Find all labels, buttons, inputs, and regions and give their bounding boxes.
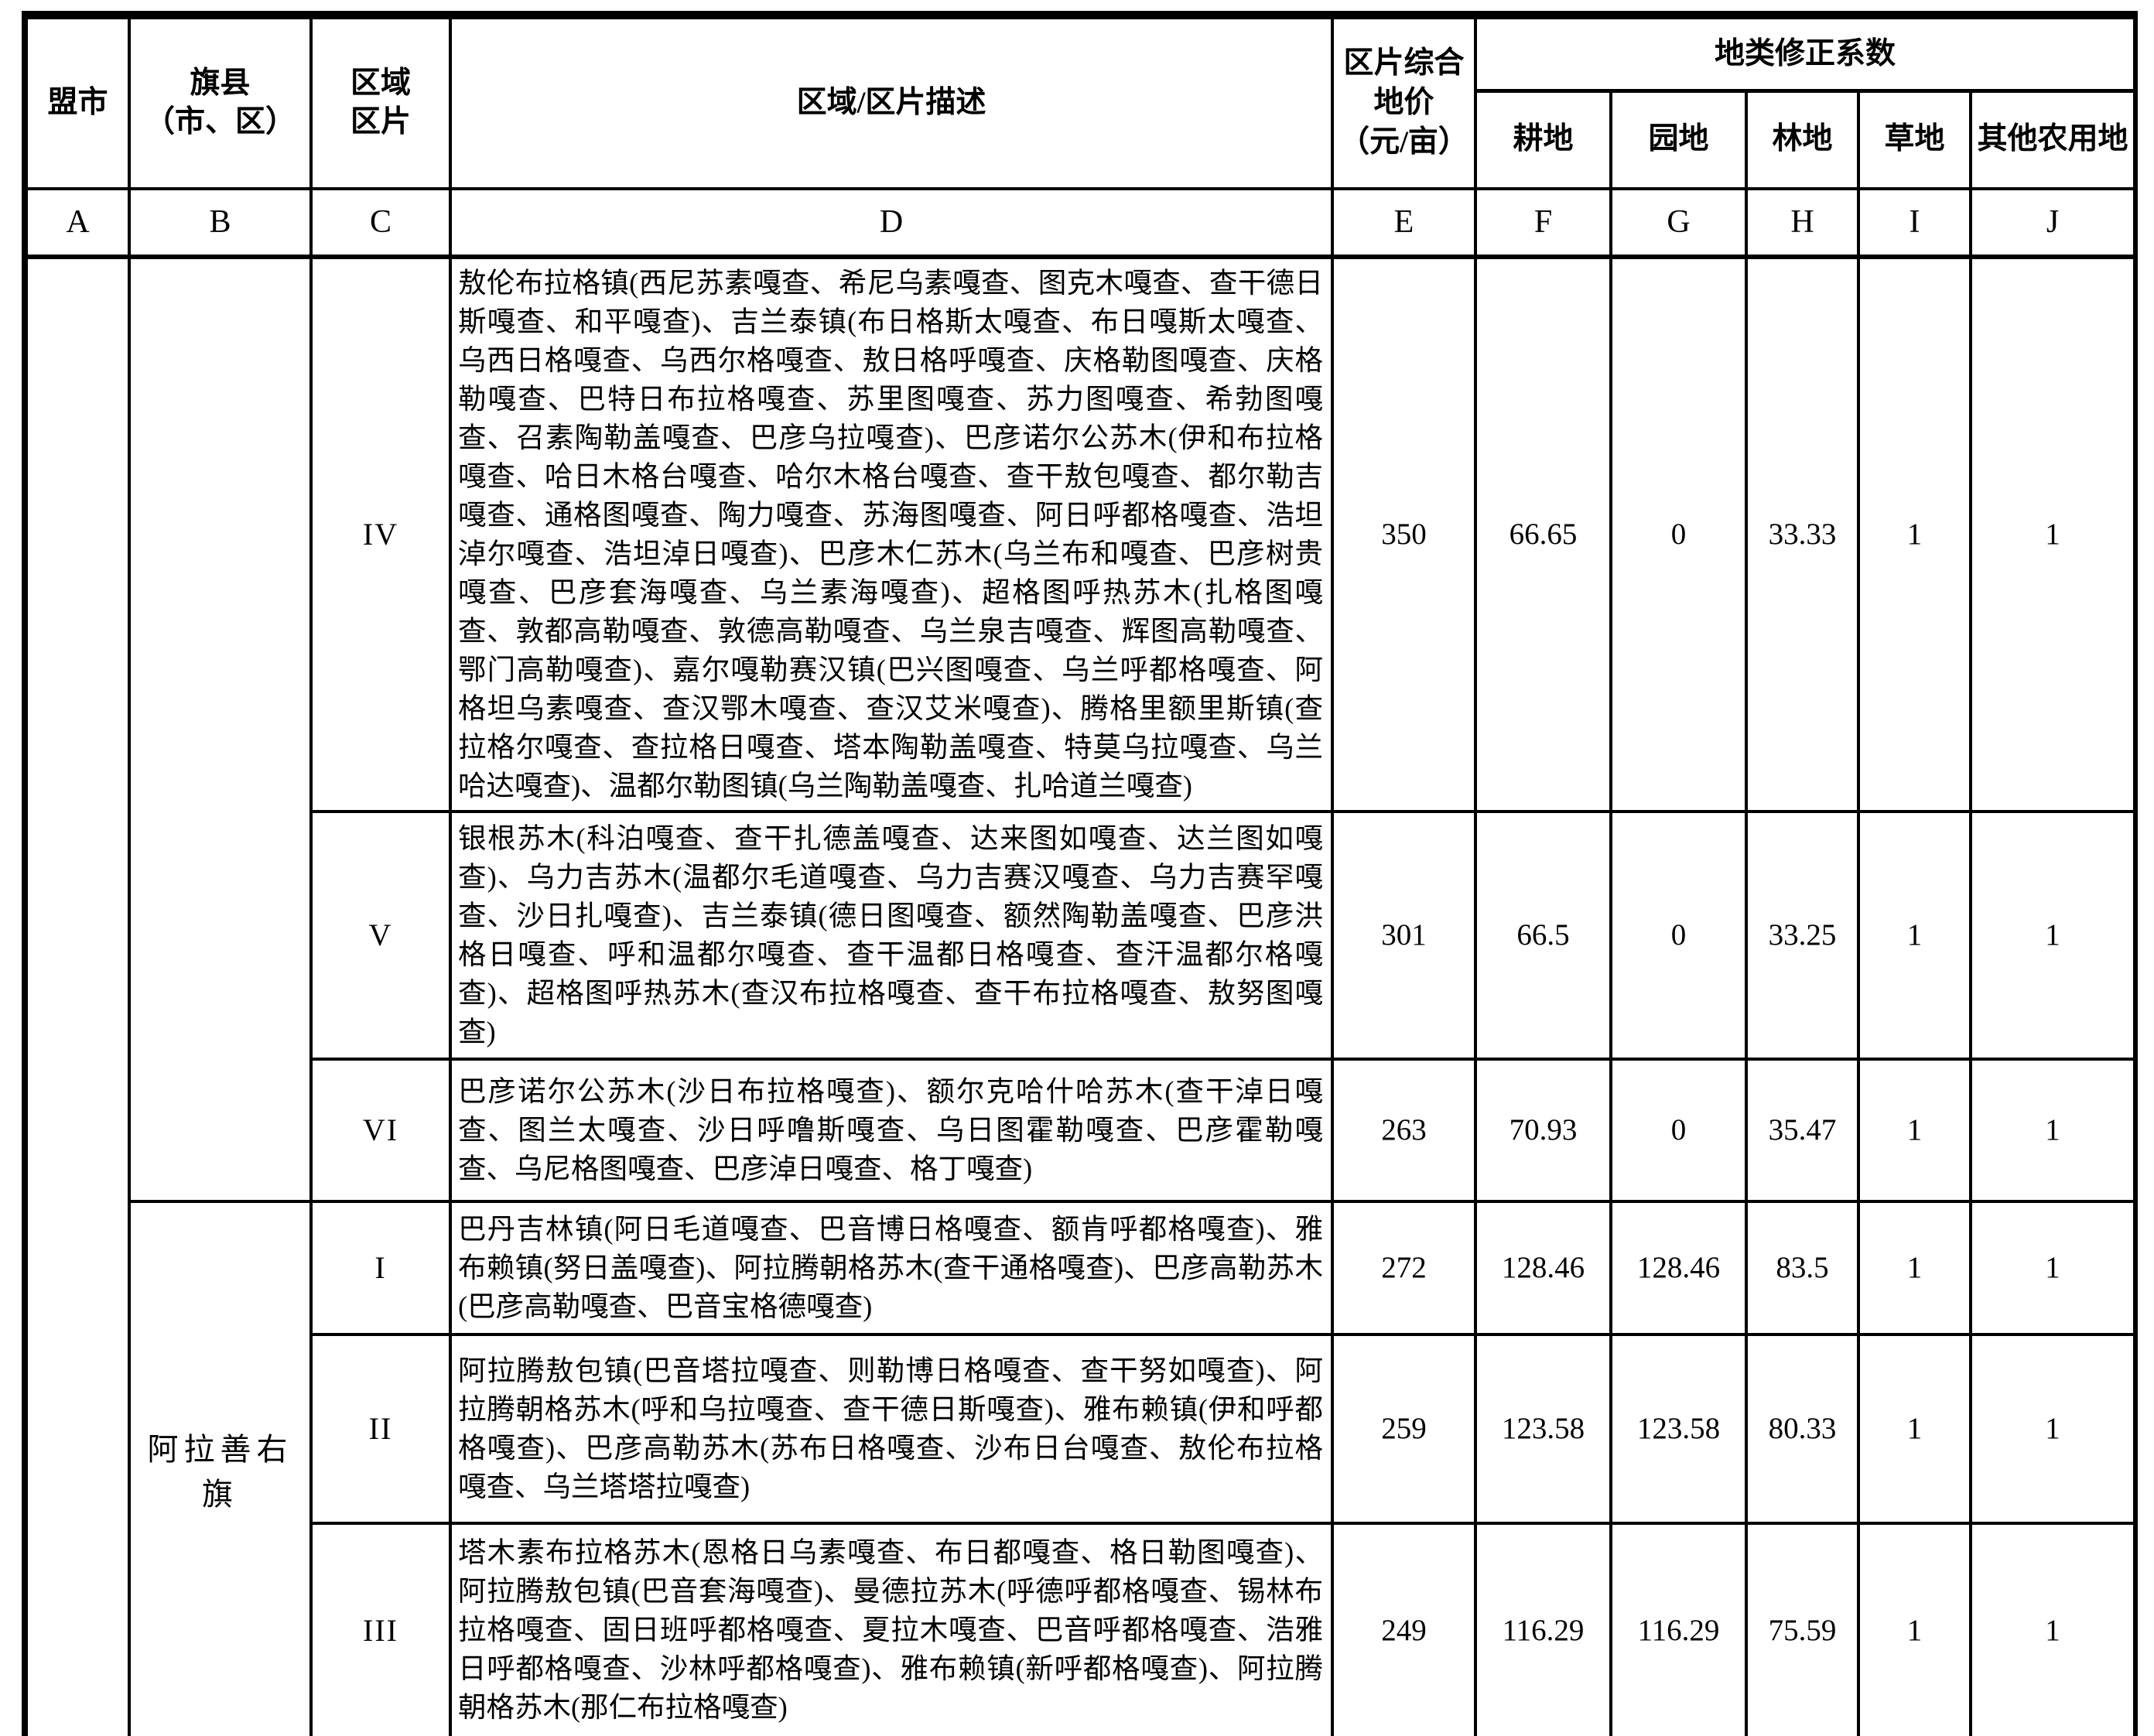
cell-price: 350 [1331,255,1477,813]
cell-coef-farmland: 70.93 [1474,1057,1612,1203]
cell-zone: V [309,809,452,1061]
header-coef-forest: 林地 [1745,89,1860,190]
header-price: 区片综合 地价 （元/亩） [1331,13,1477,190]
col-letter-a: A [23,186,131,259]
cell-coef-garden: 123.58 [1609,1332,1748,1525]
cell-zone: I [309,1199,452,1336]
header-row-coef: 耕地 园地 林地 草地 其他农用地 [25,89,2138,190]
col-letter-c: C [309,186,452,259]
cell-description: 巴丹吉林镇(阿日毛道嘎查、巴音博日格嘎查、额肯呼都格嘎查)、雅布赖镇(努日盖嘎查… [449,1199,1334,1336]
header-coef-garden: 园地 [1609,89,1748,190]
cell-coef-garden: 0 [1609,255,1748,813]
land-price-table: 盟市 旗县 （市、区） 区域 区片 区域/区片描述 区片综合 地价 （元/亩） … [22,11,2139,1736]
cell-price: 263 [1331,1057,1477,1203]
cell-coef-grass: 1 [1857,1332,1972,1525]
cell-description: 敖伦布拉格镇(西尼苏素嘎查、希尼乌素嘎查、图克木嘎查、查干德日斯嘎查、和平嘎查)… [449,255,1334,813]
header-row-main: 盟市 旗县 （市、区） 区域 区片 区域/区片描述 区片综合 地价 （元/亩） … [23,13,2138,190]
header-row-letters: A B C D E F G H I J [23,186,2138,259]
cell-coef-other: 1 [1968,1057,2138,1203]
cell-coef-other: 1 [1968,1199,2138,1336]
cell-coef-other: 1 [1968,809,2138,1061]
cell-coef-forest: 83.5 [1745,1199,1860,1336]
col-letter-g: G [1609,186,1748,259]
table-row: III 塔木素布拉格苏木(恩格日乌素嘎查、布日都嘎查、格日勒图嘎查)、阿拉腾敖包… [25,1521,2138,1736]
cell-coef-other: 1 [1968,255,2138,813]
cell-coef-grass: 1 [1857,1057,1972,1203]
cell-price: 301 [1331,809,1477,1061]
cell-coef-garden: 0 [1609,1057,1748,1203]
cell-description: 塔木素布拉格苏木(恩格日乌素嘎查、布日都嘎查、格日勒图嘎查)、阿拉腾敖包镇(巴音… [449,1521,1334,1736]
cell-coef-grass: 1 [1857,809,1972,1061]
col-letter-i: I [1857,186,1972,259]
header-zone: 区域 区片 [309,13,452,190]
cell-price: 272 [1331,1199,1477,1336]
cell-zone: II [309,1332,452,1525]
header-league: 盟市 [23,13,131,190]
header-coef-grass: 草地 [1857,89,1972,190]
cell-coef-forest: 80.33 [1745,1332,1860,1525]
col-letter-f: F [1474,186,1612,259]
table-row: IV 敖伦布拉格镇(西尼苏素嘎查、希尼乌素嘎查、图克木嘎查、查干德日斯嘎查、和平… [23,255,2138,1736]
cell-coef-garden: 0 [1609,809,1748,1061]
table-row: VI 巴彦诺尔公苏木(沙日布拉格嘎查)、额尔克哈什哈苏木(查干淖日嘎查、图兰太嘎… [25,1057,2138,1203]
col-letter-j: J [1968,186,2138,259]
col-letter-d: D [449,186,1334,259]
header-description: 区域/区片描述 [449,13,1334,190]
cell-price: 249 [1331,1521,1477,1736]
cell-coef-farmland: 123.58 [1474,1332,1612,1525]
cell-coef-grass: 1 [1857,1199,1972,1336]
cell-coef-grass: 1 [1857,1521,1972,1736]
cell-description: 银根苏木(科泊嘎查、查干扎德盖嘎查、达来图如嘎查、达兰图如嘎查)、乌力吉苏木(温… [449,809,1334,1061]
cell-price: 259 [1331,1332,1477,1525]
cell-league [23,255,131,1736]
cell-zone: VI [309,1057,452,1203]
table-row: II 阿拉腾敖包镇(巴音塔拉嘎查、则勒博日格嘎查、查干努如嘎查)、阿拉腾朝格苏木… [25,1332,2138,1525]
header-coef-group: 地类修正系数 [1473,13,2138,93]
cell-coef-grass: 1 [1857,255,1972,813]
cell-coef-forest: 35.47 [1745,1057,1860,1203]
cell-coef-farmland: 66.5 [1474,809,1612,1061]
cell-coef-garden: 128.46 [1609,1199,1748,1336]
col-letter-e: E [1331,186,1477,259]
cell-banner: 阿拉善右旗 [128,1199,313,1736]
cell-coef-garden: 116.29 [1609,1521,1748,1736]
cell-coef-farmland: 128.46 [1474,1199,1612,1336]
cell-coef-farmland: 116.29 [1474,1521,1612,1736]
cell-zone: III [309,1521,452,1736]
table-row: V 银根苏木(科泊嘎查、查干扎德盖嘎查、达来图如嘎查、达兰图如嘎查)、乌力吉苏木… [25,809,2138,1061]
header-coef-farmland: 耕地 [1474,89,1612,190]
cell-coef-forest: 75.59 [1745,1521,1860,1736]
cell-coef-other: 1 [1968,1332,2138,1525]
cell-banner-blank [128,255,313,1203]
header-coef-other: 其他农用地 [1968,89,2138,190]
cell-description: 阿拉腾敖包镇(巴音塔拉嘎查、则勒博日格嘎查、查干努如嘎查)、阿拉腾朝格苏木(呼和… [449,1332,1334,1525]
header-banner: 旗县 （市、区） [128,13,313,190]
cell-zone: IV [309,255,452,813]
cell-description: 巴彦诺尔公苏木(沙日布拉格嘎查)、额尔克哈什哈苏木(查干淖日嘎查、图兰太嘎查、沙… [449,1057,1334,1203]
cell-coef-forest: 33.25 [1745,809,1860,1061]
table-row: 阿拉善右旗 I 巴丹吉林镇(阿日毛道嘎查、巴音博日格嘎查、额肯呼都格嘎查)、雅布… [25,1199,2138,1736]
cell-coef-forest: 33.33 [1745,255,1860,813]
cell-coef-farmland: 66.65 [1474,255,1612,813]
col-letter-b: B [128,186,313,259]
col-letter-h: H [1745,186,1860,259]
cell-coef-other: 1 [1968,1521,2138,1736]
